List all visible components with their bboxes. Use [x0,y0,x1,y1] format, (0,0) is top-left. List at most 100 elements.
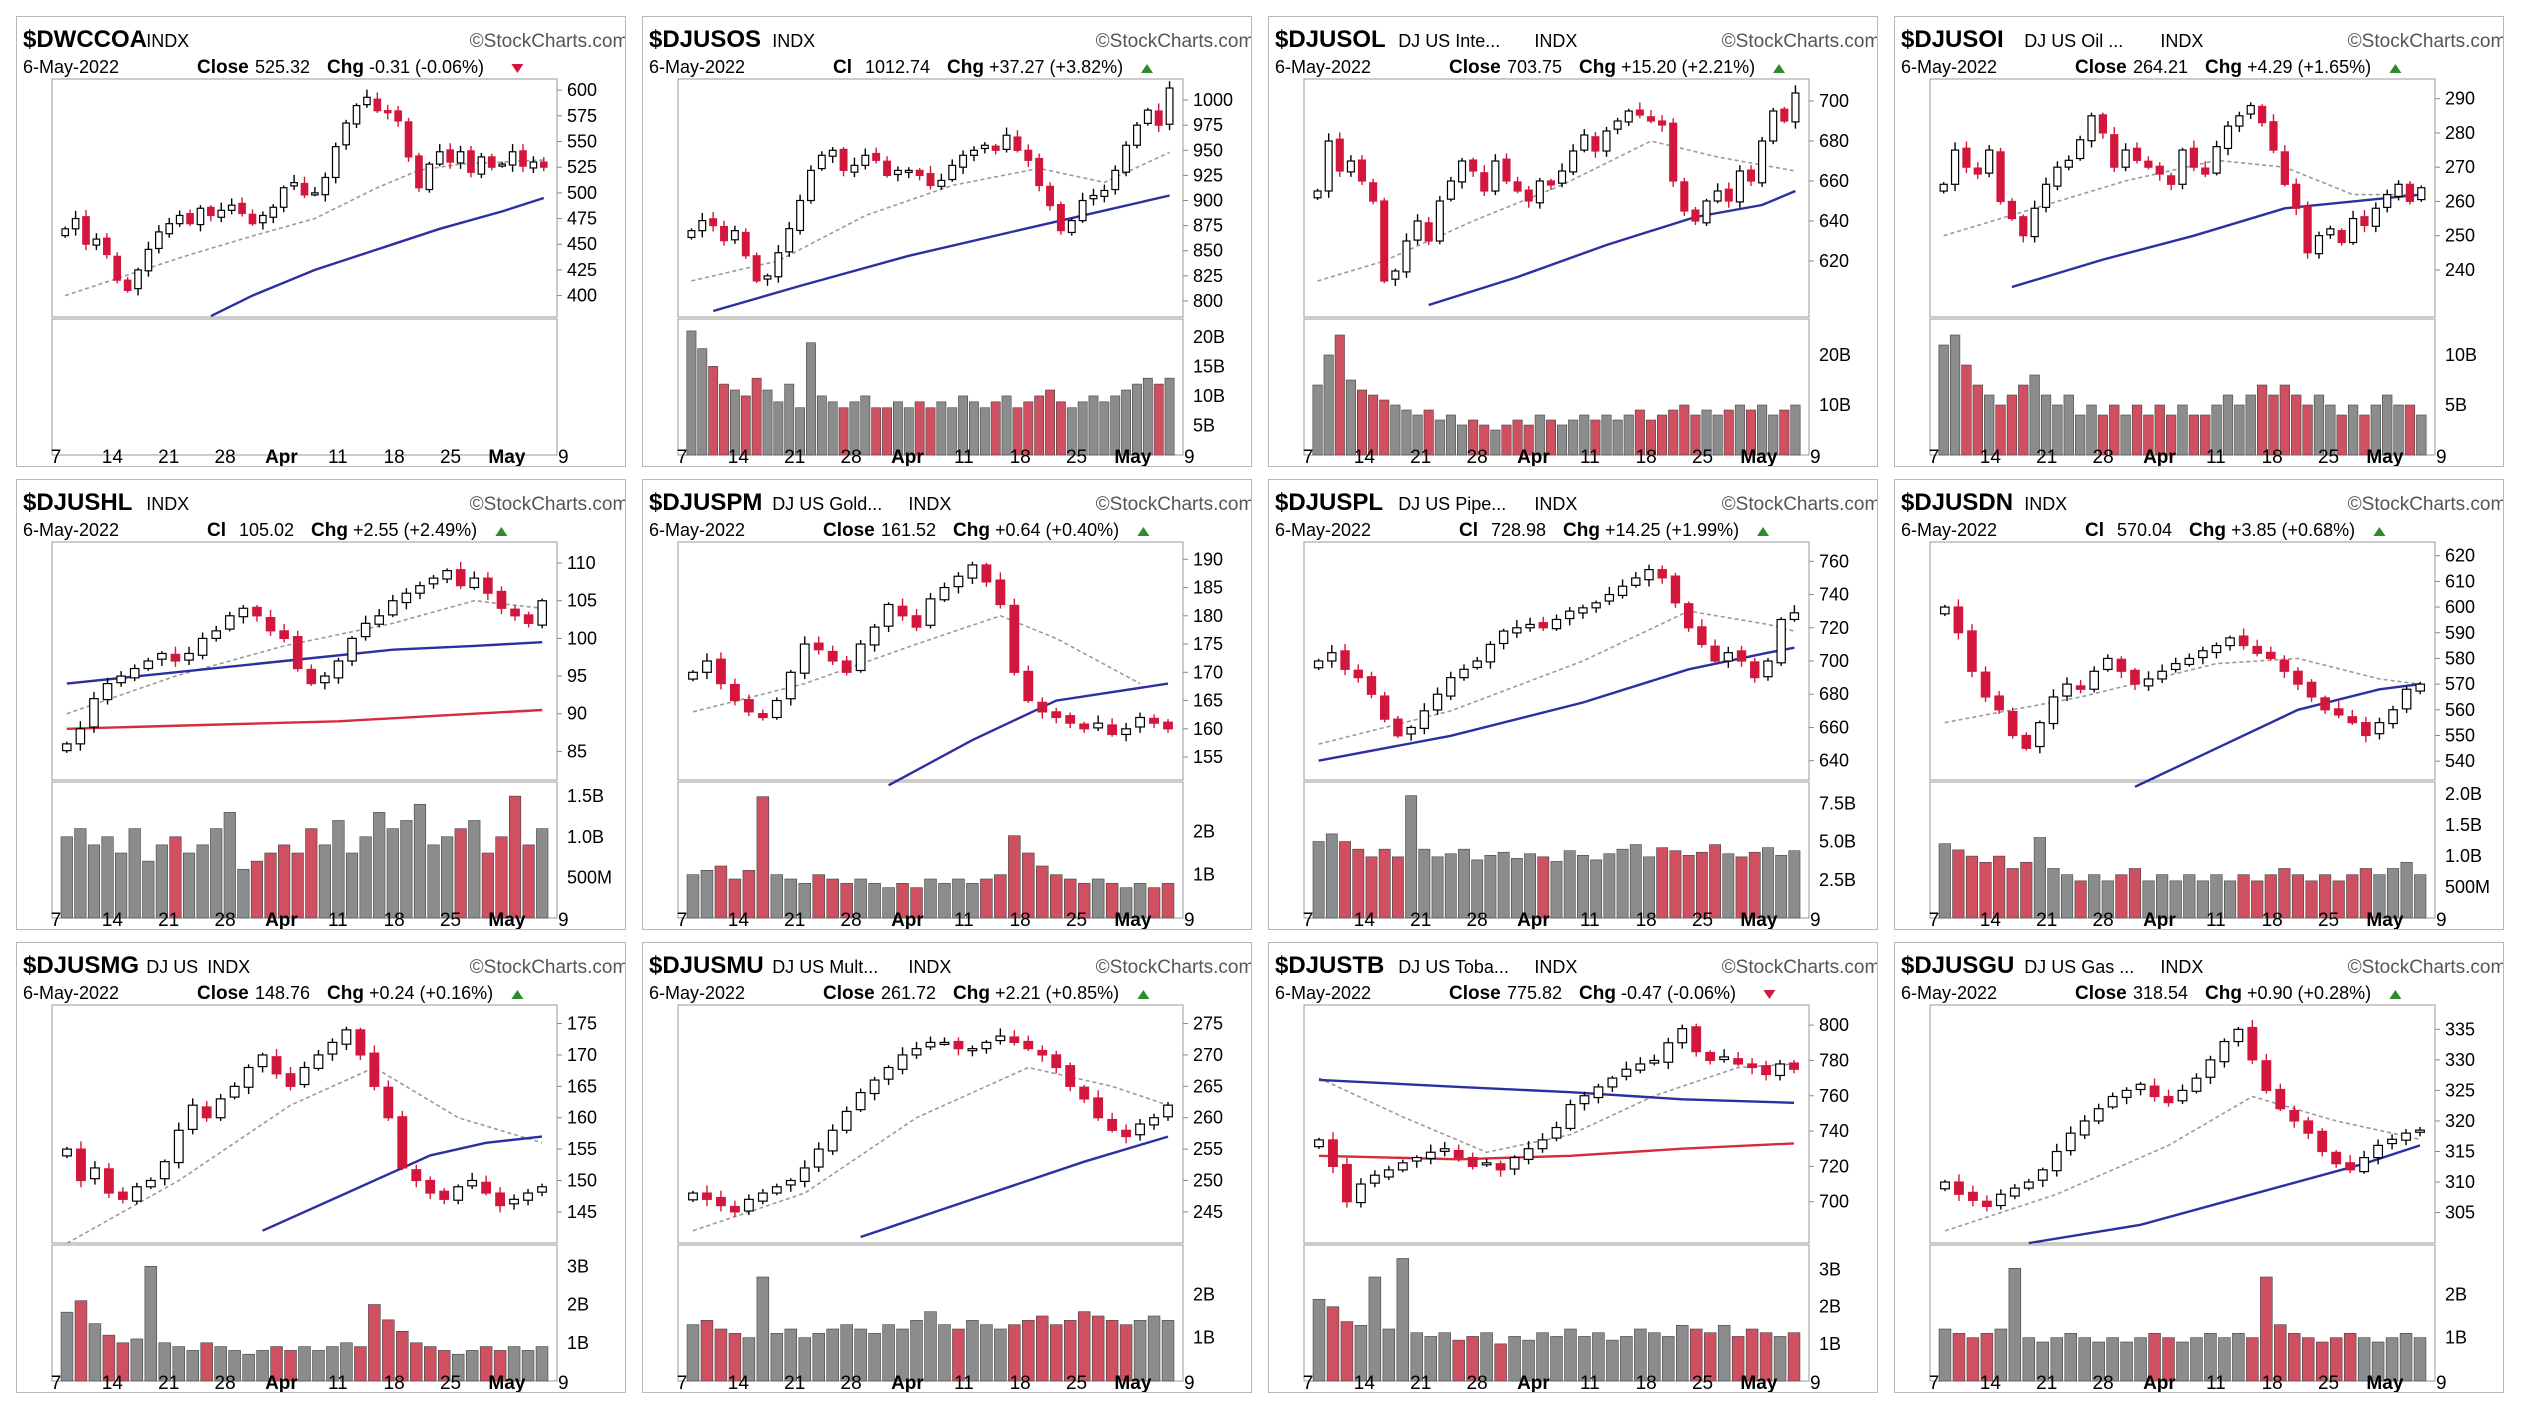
volume-bar [2029,374,2040,456]
candle [539,157,548,172]
price-panel-frame [51,541,558,781]
close-value: 261.72 [881,983,936,1003]
volume-bar [2188,414,2200,456]
candle [1425,1144,1436,1165]
volume-bar [914,401,925,456]
chg-label: Chg [2205,57,2242,78]
candle [1328,1132,1338,1174]
sma-short-line [1318,1063,1795,1154]
chart-panel[interactable]: $DJUSMU DJ US Mult... INDX ©StockCharts.com… [642,942,1252,1393]
volume-bar [228,1350,241,1382]
volume-bar [2319,874,2332,919]
chart-panel[interactable]: $DJUSOI DJ US Oil ... INDX ©StockCharts.com… [1894,16,2504,467]
candle [1327,645,1337,668]
chart-panel[interactable]: $DWCCOA INDX ©StockCharts.com 6-May-2022 Clo… [16,16,626,467]
volume-bar [1669,850,1682,919]
candle [1776,617,1786,666]
x-tick-label: 28 [1467,910,1488,930]
candle [1419,703,1430,735]
sma-extra-line [1318,1142,1795,1161]
candle [771,697,782,720]
volume-bar [2154,404,2165,456]
candle [217,202,226,223]
volume-bar [1099,401,1110,456]
x-tick-label: 7 [677,910,688,930]
price-tick-label: 90 [567,704,587,724]
x-tick-label: 18 [1636,1373,1657,1393]
x-tick-label: Apr [1517,910,1550,930]
candle [1122,141,1131,177]
chart-panel[interactable]: $DJUSGU DJ US Gas ... INDX ©StockCharts.com… [1894,942,2504,1393]
candle [411,1164,422,1188]
candle [1135,1119,1146,1141]
candle [1702,198,1711,226]
volume-bar [2190,1337,2203,1382]
volume-bar [2329,1337,2343,1382]
volume-bar [1563,850,1576,919]
volume-bar [2020,861,2033,919]
volume-bar [2251,880,2264,919]
chg-label: Chg [2205,983,2242,1004]
volume-bar [359,836,372,919]
price-tick-label: 175 [1193,634,1223,654]
volume-tick-label: 2B [2445,1284,2467,1304]
volume-bar [2382,394,2393,456]
volume-bar [1579,414,1590,456]
chart-panel[interactable]: $DJUSOL DJ US Inte... INDX ©StockCharts.com… [1268,16,1878,467]
price-panel-frame [1929,541,2436,781]
watermark: ©StockCharts.com [470,494,626,515]
candle [453,1184,464,1205]
volume-bar [1984,394,1995,456]
chart-panel[interactable]: $DJUSTB DJ US Toba... INDX ©StockCharts.com… [1268,942,1878,1393]
x-tick-label: 28 [841,1373,862,1393]
candle [2132,142,2142,164]
candle [401,588,412,610]
x-tick-label: 28 [1467,447,1488,467]
volume-bar [966,883,979,919]
x-tick-label: 18 [384,1373,405,1393]
chart-index-name: DJ US Mult... [772,957,878,977]
volume-bar [2260,1276,2273,1382]
volume-bar [479,1346,493,1382]
candle [2037,1167,2048,1187]
volume-tick-label: 1.5B [2445,815,2482,835]
volume-bar [1773,1336,1787,1382]
candle [850,157,859,178]
candle [1994,691,2004,714]
volume-bar [1523,424,1534,456]
triangle-up-icon [1773,64,1785,73]
candle [1789,1059,1799,1074]
candle [369,1045,380,1091]
x-tick-label: 25 [440,910,461,930]
candle [2030,200,2039,243]
price-tick-label: 640 [1819,751,1849,771]
sma-short-line [1317,140,1796,282]
chart-panel[interactable]: $DJUSDN INDX ©StockCharts.com 6-May-2022 Cl 5… [1894,479,2504,930]
chart-exchange: INDX [772,31,815,51]
candle [2177,1084,2188,1104]
candle [828,147,837,163]
volume-bar [2278,868,2291,919]
volume-bar [1022,1320,1035,1382]
candle [1775,1059,1785,1081]
candle [76,1141,86,1188]
chart-panel[interactable]: $DJUSHL INDX ©StockCharts.com 6-May-2022 Cl 1… [16,479,626,930]
candle [355,1027,366,1060]
chart-panel[interactable]: $DJUSPL DJ US Pipe... INDX ©StockCharts.com… [1268,479,1878,930]
candle [387,594,398,618]
volume-bar [1568,419,1579,456]
chart-panel[interactable]: $DJUSPM DJ US Gold... INDX ©StockCharts.com… [642,479,1252,930]
volume-bar [2040,394,2052,456]
triangle-up-icon [511,990,524,999]
candle [187,1098,198,1135]
volume-bar [508,795,522,919]
candle [1578,604,1588,619]
sma-long-line [262,1135,543,1232]
chart-panel[interactable]: $DJUSOS INDX ©StockCharts.com 6-May-2022 Cl 1… [642,16,1252,467]
candle [333,657,344,684]
candle [201,1101,212,1122]
volume-tick-label: 20B [1193,327,1225,347]
price-tick-label: 425 [567,260,597,280]
chart-panel[interactable]: $DJUSMG DJ US INDX ©StockCharts.com 6-May-20… [16,942,626,1393]
candle [2163,1089,2174,1107]
